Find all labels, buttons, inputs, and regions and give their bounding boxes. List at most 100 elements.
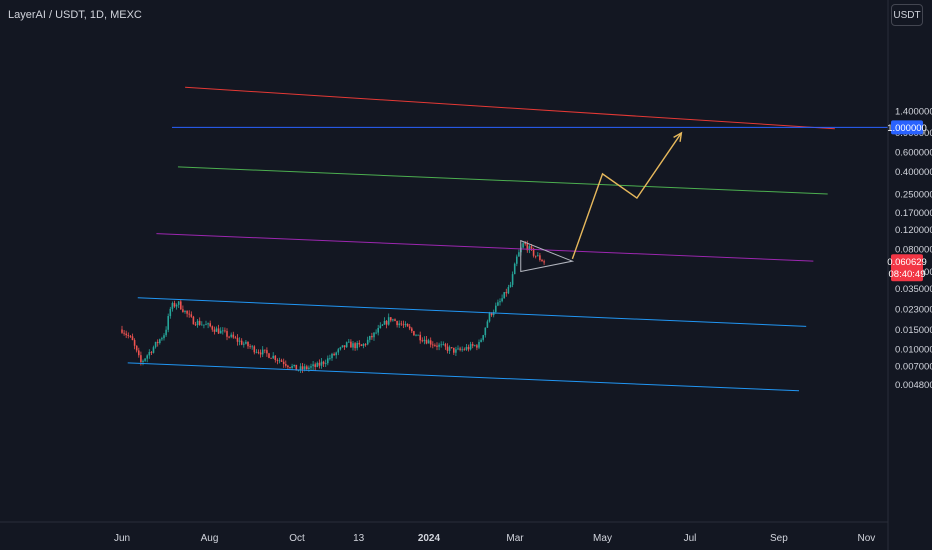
candle-body	[222, 330, 224, 332]
candle-body	[144, 358, 146, 361]
candle-body	[203, 324, 205, 326]
candle-body	[228, 336, 230, 338]
candle-body	[123, 332, 125, 334]
price-tick-label: 0.250000	[895, 190, 932, 201]
last-price-label: 0.060629	[887, 257, 927, 268]
candle-body	[532, 248, 535, 256]
candle-body	[190, 314, 193, 317]
candle-body	[345, 342, 348, 348]
candle-body	[534, 255, 537, 257]
candle-body	[194, 324, 197, 326]
candle-body	[482, 335, 484, 340]
candle-body	[459, 348, 461, 350]
time-axis[interactable]: Jun Aug Oct 13 2024 Mar May Jul Sep Nov	[0, 521, 888, 544]
candle-body	[182, 309, 184, 312]
candle-body	[507, 287, 510, 294]
candle-body	[240, 340, 243, 345]
candle-body	[537, 255, 539, 257]
candle-body	[251, 346, 253, 348]
candle-body	[429, 340, 432, 345]
candle-body	[226, 331, 228, 337]
candle-body	[350, 341, 352, 348]
candle-body	[394, 319, 396, 321]
projection-arrowhead	[673, 131, 683, 142]
candle-body	[236, 337, 239, 342]
candle-body	[177, 301, 180, 305]
trendline-purple[interactable]	[156, 233, 814, 262]
candle-body	[432, 344, 434, 346]
candle-body	[188, 313, 190, 315]
candle-body	[379, 325, 382, 328]
price-tick-label: 1.400000	[895, 107, 932, 118]
candle-body	[524, 243, 526, 245]
trendline-channel-lower[interactable]	[127, 362, 800, 392]
candle-body	[543, 261, 545, 263]
candle-body	[392, 319, 394, 321]
time-tick-label: 13	[353, 533, 365, 544]
candle-body	[501, 298, 503, 302]
candle-body	[331, 353, 333, 359]
price-tick-label: 0.170000	[895, 208, 932, 219]
candle-body	[455, 349, 457, 353]
time-tick-label: Jul	[684, 533, 697, 544]
candle-body	[163, 335, 165, 339]
triangle-pattern[interactable]	[520, 239, 575, 273]
candle-body	[490, 312, 493, 316]
candle-body	[465, 346, 468, 350]
candle-body	[148, 352, 151, 356]
candle-body	[511, 274, 514, 285]
candle-body	[497, 302, 499, 306]
candle-body	[224, 330, 226, 332]
candle-body	[400, 323, 403, 325]
candle-body	[125, 333, 127, 336]
candle-body	[381, 324, 384, 326]
candle-body	[390, 317, 392, 321]
projection-path[interactable]	[571, 132, 682, 260]
candle-body	[398, 323, 400, 326]
candle-body	[318, 362, 321, 366]
candle-body	[339, 347, 342, 350]
candle-body	[280, 360, 283, 362]
candle-body	[427, 340, 430, 344]
trendline-channel-upper[interactable]	[137, 297, 807, 327]
trendline-red[interactable]	[185, 86, 835, 130]
candle-body	[408, 326, 411, 329]
candle-body	[207, 323, 209, 325]
candle-body	[371, 335, 373, 338]
time-tick-label: Oct	[289, 533, 305, 544]
currency-unit-button[interactable]: USDT	[891, 4, 923, 26]
candle-body	[140, 355, 142, 363]
candle-body	[436, 345, 438, 347]
candle-body	[270, 357, 272, 359]
candle-body	[362, 344, 365, 346]
candle-body	[419, 334, 421, 341]
trendline-green[interactable]	[177, 166, 828, 195]
last-price-tag	[891, 254, 923, 282]
drawing-layer[interactable]	[127, 86, 888, 392]
candle-body	[291, 366, 293, 368]
time-tick-label: Nov	[858, 533, 876, 544]
price-tick-label: 0.035000	[895, 284, 932, 295]
candle-body	[268, 353, 270, 358]
time-tick-label: Sep	[770, 533, 788, 544]
candle-body	[329, 358, 331, 359]
candle-body	[282, 361, 285, 365]
candle-body	[171, 303, 174, 309]
candle-body	[264, 349, 266, 351]
candle-body	[423, 339, 426, 342]
price-tick-label: 0.080000	[895, 244, 932, 255]
candle-body	[217, 328, 220, 334]
candle-body	[467, 346, 470, 350]
candle-body	[205, 324, 207, 326]
candle-body	[366, 339, 369, 345]
price-tick-label: 0.004800	[895, 380, 932, 391]
candle-layer	[121, 240, 545, 374]
candle-body	[266, 350, 268, 354]
candle-body	[135, 345, 138, 351]
candle-body	[303, 366, 306, 370]
candle-body	[167, 316, 169, 330]
candle-body	[513, 263, 516, 275]
candle-body	[492, 311, 495, 316]
